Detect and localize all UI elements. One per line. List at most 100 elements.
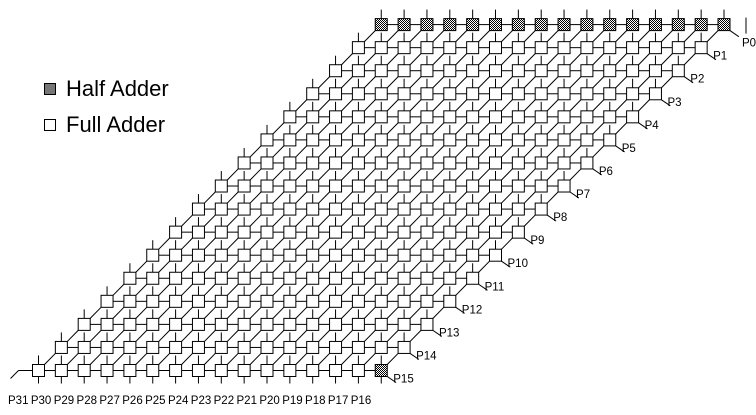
sum-wire <box>341 191 353 204</box>
full-adder-cell <box>626 110 640 124</box>
sum-wire <box>295 99 308 112</box>
sum-wire <box>569 122 582 135</box>
full-adder-cell <box>237 225 251 239</box>
full-adder-cell <box>260 340 274 354</box>
sum-wire <box>615 122 627 135</box>
output-wire <box>478 283 488 291</box>
full-adder-cell <box>351 248 365 262</box>
full-adder-cell <box>420 225 434 239</box>
sum-wire <box>44 353 56 365</box>
full-adder-cell <box>420 133 434 147</box>
full-adder-cell <box>626 64 640 78</box>
full-adder-cell <box>397 202 411 216</box>
sum-wire <box>455 53 468 66</box>
full-adder-cell <box>283 202 297 216</box>
sum-wire <box>66 353 79 365</box>
sum-wire <box>638 99 650 112</box>
sum-wire <box>409 191 422 204</box>
full-adder-cell <box>489 133 502 147</box>
sum-wire <box>455 168 468 181</box>
sum-wire <box>295 214 308 227</box>
sum-wire <box>158 260 170 273</box>
output-wire <box>684 76 694 84</box>
output-label-right: P1 <box>713 51 727 63</box>
full-adder-cell <box>397 225 411 239</box>
full-adder-cell <box>443 156 457 170</box>
full-adder-cell <box>123 317 137 331</box>
carry-wire <box>10 370 19 379</box>
sum-wire <box>272 122 285 135</box>
sum-wire <box>432 306 445 319</box>
sum-wire <box>272 168 285 181</box>
sum-wire <box>249 260 262 273</box>
half-adder-cell <box>694 18 708 32</box>
full-adder-cell <box>283 294 297 308</box>
full-adder-cell <box>214 294 228 308</box>
half-adder-cell <box>580 18 594 32</box>
sum-wire <box>501 122 513 135</box>
sum-wire <box>386 76 399 89</box>
full-adder-cell <box>420 202 434 216</box>
sum-wire <box>478 76 490 89</box>
sum-wire <box>386 306 399 319</box>
sum-wire <box>409 30 422 43</box>
sum-wire <box>409 237 422 250</box>
sum-wire <box>364 306 376 319</box>
sum-wire <box>181 237 193 250</box>
output-wire <box>432 329 443 337</box>
sum-wire <box>615 76 627 89</box>
full-adder-cell <box>54 340 68 354</box>
sum-wire <box>364 214 376 227</box>
full-adder-cell <box>671 64 685 78</box>
full-adder-cell <box>648 41 662 55</box>
full-adder-cell <box>626 87 640 101</box>
sum-wire <box>432 168 445 181</box>
full-adder-cell <box>123 364 137 377</box>
full-adder-cell <box>351 41 365 55</box>
full-adder-cell <box>123 271 137 285</box>
full-adder-cell <box>443 133 457 147</box>
full-adder-cell <box>306 156 320 170</box>
full-adder-cell <box>123 294 137 308</box>
full-adder-cell <box>260 156 274 170</box>
full-adder-cell <box>534 87 548 101</box>
sum-wire <box>432 191 445 204</box>
full-adder-cell <box>100 340 114 354</box>
full-adder-cell <box>374 87 388 101</box>
full-adder-cell <box>100 364 114 377</box>
sum-wire <box>432 99 445 112</box>
full-adder-cell <box>420 271 434 285</box>
full-adder-cell <box>443 41 457 55</box>
full-adder-cell <box>511 179 525 193</box>
full-adder-cell <box>397 133 411 147</box>
sum-wire <box>501 53 513 66</box>
full-adder-cell <box>466 133 480 147</box>
sum-wire <box>546 191 559 204</box>
adder-cells <box>32 18 731 377</box>
sum-wire <box>615 53 627 66</box>
full-adder-cell <box>306 294 320 308</box>
full-adder-cell <box>54 364 68 377</box>
full-adder-cell <box>351 271 365 285</box>
output-label-right: P15 <box>393 374 413 386</box>
full-adder-cell <box>329 110 343 124</box>
sum-wire <box>226 214 239 227</box>
full-adder-cell <box>580 64 594 78</box>
sum-wire <box>432 237 445 250</box>
output-wire <box>638 122 648 130</box>
full-adder-cell <box>397 271 411 285</box>
full-adder-cell <box>443 110 457 124</box>
full-adder-cell <box>443 64 457 78</box>
output-label-bottom: P27 <box>99 395 119 407</box>
full-adder-cell <box>374 225 388 239</box>
half-adder-cell <box>466 18 480 32</box>
full-adder-cell <box>466 156 480 170</box>
full-adder-cell <box>374 202 388 216</box>
full-adder-cell <box>191 340 205 354</box>
sum-wire <box>364 260 376 273</box>
sum-wire <box>409 53 422 66</box>
sum-wire <box>226 168 239 181</box>
full-adder-cell <box>420 179 434 193</box>
full-adder-cell <box>351 202 365 216</box>
full-adder-cell <box>557 64 571 78</box>
